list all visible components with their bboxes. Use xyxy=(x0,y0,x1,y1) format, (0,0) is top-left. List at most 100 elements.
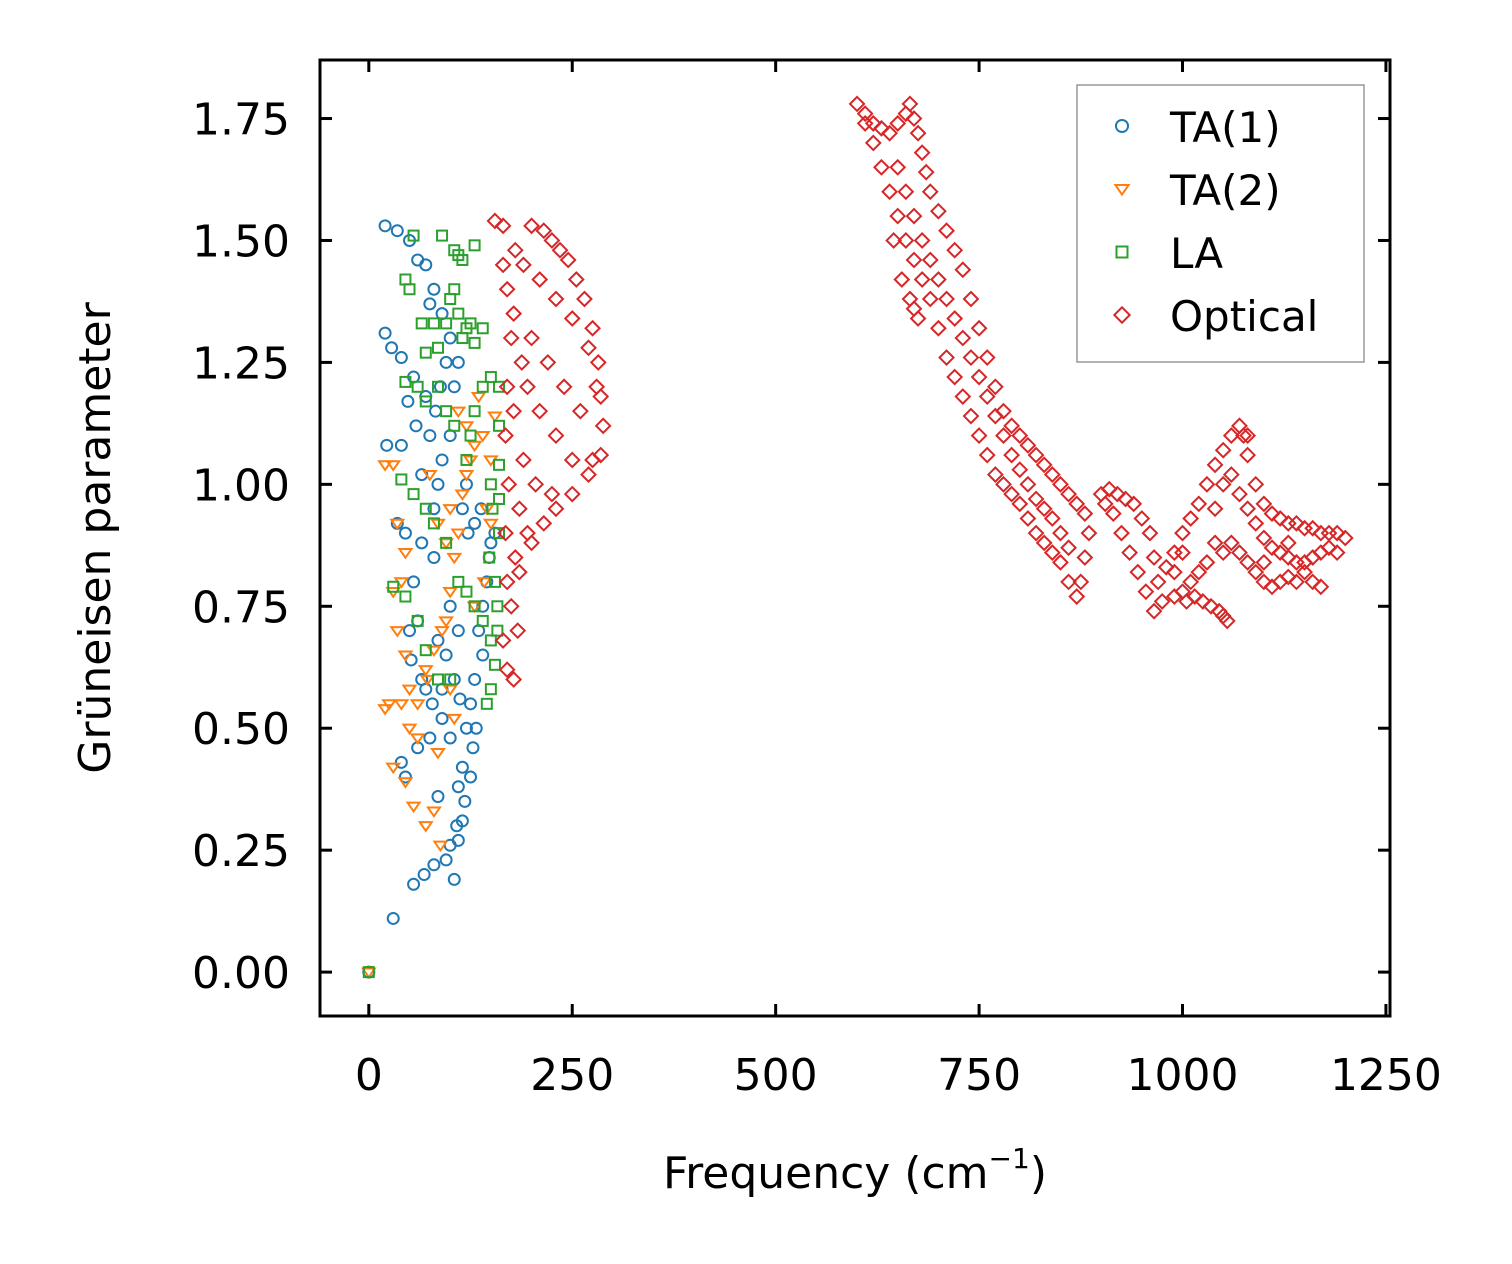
data-point xyxy=(954,329,972,347)
data-point xyxy=(430,748,446,760)
data-point xyxy=(470,391,487,404)
data-point xyxy=(1027,490,1045,508)
legend: TA(1) TA(2) LA Optical xyxy=(1076,84,1365,363)
data-point xyxy=(1019,436,1037,454)
data-point xyxy=(1068,495,1086,513)
data-point xyxy=(1304,519,1322,537)
data-point xyxy=(1239,427,1257,444)
data-point xyxy=(1247,475,1265,493)
data-point xyxy=(921,183,939,201)
data-point xyxy=(389,626,406,638)
data-point xyxy=(493,492,506,505)
data-point xyxy=(484,478,497,491)
data-point xyxy=(1149,573,1167,591)
data-point xyxy=(415,536,429,550)
data-point xyxy=(1296,563,1313,581)
data-point xyxy=(452,575,465,588)
data-point xyxy=(946,368,964,386)
data-point xyxy=(476,322,489,335)
data-point xyxy=(407,575,421,589)
data-point xyxy=(1145,602,1163,620)
data-point xyxy=(889,158,907,176)
data-point xyxy=(1235,427,1252,444)
data-point xyxy=(921,251,939,269)
data-point xyxy=(547,500,565,518)
data-point xyxy=(399,375,412,388)
data-point xyxy=(411,380,424,393)
data-point xyxy=(443,731,457,745)
data-point xyxy=(502,597,520,615)
data-point xyxy=(482,551,496,565)
data-point xyxy=(978,388,996,405)
data-point xyxy=(909,124,927,142)
data-point xyxy=(440,405,453,418)
data-point xyxy=(407,877,421,891)
data-point xyxy=(856,105,874,123)
data-point xyxy=(1011,495,1029,513)
data-point xyxy=(1198,553,1216,571)
data-point xyxy=(547,427,565,444)
data-point xyxy=(1043,544,1061,562)
data-point xyxy=(448,419,461,432)
legend-label: Optical xyxy=(1170,292,1318,341)
data-point xyxy=(439,853,453,867)
data-point xyxy=(1190,495,1208,513)
data-point xyxy=(476,380,489,393)
data-point xyxy=(453,692,467,706)
data-point xyxy=(889,207,907,225)
data-point xyxy=(439,648,453,662)
data-point xyxy=(411,614,424,627)
data-point xyxy=(1003,485,1021,503)
data-point xyxy=(431,341,444,354)
data-point xyxy=(1165,563,1183,581)
data-point xyxy=(427,517,440,530)
data-point xyxy=(466,440,483,453)
data-point xyxy=(419,682,433,696)
data-point xyxy=(487,411,503,423)
data-point xyxy=(438,538,455,550)
data-point xyxy=(505,402,523,420)
data-point xyxy=(484,634,497,647)
data-point xyxy=(543,232,561,249)
data-point xyxy=(405,801,422,814)
data-point xyxy=(897,183,915,201)
data-point xyxy=(419,674,436,687)
data-point xyxy=(417,665,434,677)
y-tick-label: 0.50 xyxy=(192,704,290,755)
data-point xyxy=(427,858,441,872)
data-point xyxy=(497,524,514,542)
data-point xyxy=(1141,524,1159,542)
data-point xyxy=(1182,510,1200,527)
data-point xyxy=(1011,461,1029,479)
data-point xyxy=(401,394,415,408)
data-point xyxy=(1153,592,1171,610)
data-point xyxy=(454,489,471,501)
data-point xyxy=(592,446,610,464)
y-tick-label: 0.00 xyxy=(192,948,290,999)
data-point xyxy=(584,319,601,337)
data-point xyxy=(448,283,461,296)
data-point xyxy=(476,648,490,662)
legend-entry-ta-2-: TA(2) xyxy=(1113,166,1281,215)
data-point xyxy=(409,419,423,433)
data-point xyxy=(1214,441,1232,459)
x-tick-label: 1250 xyxy=(1330,1050,1442,1101)
data-point xyxy=(433,380,447,394)
data-point xyxy=(493,380,506,393)
data-point xyxy=(1165,588,1183,605)
data-point xyxy=(913,232,931,249)
data-point xyxy=(513,353,531,371)
data-point xyxy=(531,402,549,420)
data-point xyxy=(434,626,450,638)
data-point xyxy=(1121,544,1139,562)
data-point xyxy=(447,872,461,886)
data-point xyxy=(1068,588,1086,605)
data-point xyxy=(1117,490,1134,508)
data-point xyxy=(491,600,504,613)
data-point xyxy=(515,256,532,274)
data-point xyxy=(1190,563,1208,581)
data-point xyxy=(905,251,923,269)
data-point xyxy=(484,683,497,696)
data-point xyxy=(401,684,418,697)
data-point xyxy=(1052,475,1069,493)
